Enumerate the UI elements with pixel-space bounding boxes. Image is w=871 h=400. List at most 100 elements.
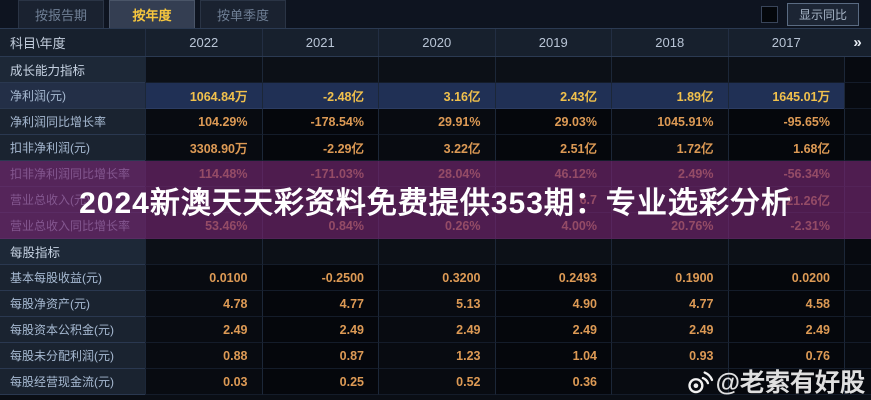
cell-value: -171.03% bbox=[261, 161, 378, 187]
cell-value: 2.49 bbox=[145, 317, 262, 343]
row-more-spacer bbox=[844, 265, 871, 291]
tab-by-year[interactable]: 按年度 bbox=[109, 0, 195, 28]
cell-value bbox=[611, 369, 728, 395]
cell-value: 4.77 bbox=[611, 291, 728, 317]
cell-value: 3.22亿 bbox=[378, 135, 495, 161]
tab-by-single-quarter[interactable]: 按单季度 bbox=[200, 0, 286, 28]
cell-value: 0.2493 bbox=[494, 265, 611, 291]
table-row[interactable]: 成长能力指标 bbox=[0, 57, 871, 83]
cell-value: 0.0100 bbox=[145, 265, 262, 291]
cell-value bbox=[727, 369, 844, 395]
row-label: 扣非净利润(元) bbox=[0, 135, 145, 161]
cell-value: 0.3200 bbox=[378, 265, 495, 291]
cell-value bbox=[378, 239, 495, 265]
cell-value: 0.76 bbox=[727, 343, 844, 369]
year-header: 2020 bbox=[378, 29, 495, 56]
cell-value: 0.87 bbox=[261, 343, 378, 369]
year-header: 2022 bbox=[145, 29, 262, 56]
cell-value: 1.23 bbox=[378, 343, 495, 369]
cell-value: -56.34% bbox=[727, 161, 844, 187]
row-more-spacer bbox=[844, 83, 871, 109]
cell-value: 2.51亿 bbox=[494, 135, 611, 161]
row-label: 成长能力指标 bbox=[0, 57, 145, 83]
table-row[interactable]: 扣非净利润(元) 3308.90万 -2.29亿 3.22亿 2.51亿 1.72亿 1.6… bbox=[0, 135, 871, 161]
show-yoy-checkbox[interactable] bbox=[760, 5, 778, 23]
cell-value: 6.7 bbox=[494, 187, 611, 213]
row-label: 每股经营现金流(元) bbox=[0, 369, 145, 395]
table-body: 成长能力指标 净利润(元) 1064.84万 -2.48亿 3.16亿 2.43亿 1.89… bbox=[0, 57, 871, 395]
cell-value: 2.49 bbox=[261, 317, 378, 343]
period-tabbar: 按报告期 按年度 按单季度 显示同比 bbox=[0, 0, 871, 28]
cell-value bbox=[494, 239, 611, 265]
cell-value: 1045.91% bbox=[611, 109, 728, 135]
table-row[interactable]: 每股指标 bbox=[0, 239, 871, 265]
cell-value: 3308.90万 bbox=[145, 135, 262, 161]
row-more-spacer bbox=[844, 343, 871, 369]
cell-value bbox=[494, 57, 611, 83]
cell-value: 0.88 bbox=[145, 343, 262, 369]
cell-value: 1.04 bbox=[494, 343, 611, 369]
row-more-spacer bbox=[844, 213, 871, 239]
cell-value: 2.49 bbox=[611, 317, 728, 343]
cell-value: 1064.84万 bbox=[145, 83, 262, 109]
cell-value: 0.0200 bbox=[727, 265, 844, 291]
header-controls: 显示同比 bbox=[760, 0, 871, 28]
cell-value: 104.29% bbox=[145, 109, 262, 135]
row-label: 每股资本公积金(元) bbox=[0, 317, 145, 343]
table-row[interactable]: 净利润(元) 1064.84万 -2.48亿 3.16亿 2.43亿 1.89亿 1645.… bbox=[0, 83, 871, 109]
row-more-spacer bbox=[844, 239, 871, 265]
cell-value: 4.00% bbox=[494, 213, 611, 239]
cell-value: 4.78 bbox=[145, 291, 262, 317]
cell-value: 29.91% bbox=[378, 109, 495, 135]
cell-value: 0.03 bbox=[145, 369, 262, 395]
cell-value: 28.04% bbox=[378, 161, 495, 187]
cell-value bbox=[261, 57, 378, 83]
cell-value: 4.77 bbox=[261, 291, 378, 317]
show-yoy-button[interactable]: 显示同比 bbox=[786, 2, 859, 26]
row-label: 净利润同比增长率 bbox=[0, 109, 145, 135]
year-header: 2021 bbox=[261, 29, 379, 56]
cell-value: 2.49 bbox=[378, 317, 495, 343]
cell-value bbox=[261, 187, 378, 213]
row-label: 净利润(元) bbox=[0, 83, 145, 109]
cell-value: 3.16亿 bbox=[378, 83, 495, 109]
row-more-spacer bbox=[844, 57, 871, 83]
table-row[interactable]: 每股资本公积金(元) 2.49 2.49 2.49 2.49 2.49 2.49 bbox=[0, 317, 871, 343]
table-row[interactable]: 每股经营现金流(元) 0.03 0.25 0.52 0.36 bbox=[0, 369, 871, 395]
cell-value: 1645.01万 bbox=[727, 83, 844, 109]
year-header: 2019 bbox=[494, 29, 612, 56]
cell-value: 114.48% bbox=[145, 161, 262, 187]
cell-value: 1.89亿 bbox=[611, 83, 728, 109]
table-header-row: 科目\年度 2022 2021 2020 2019 2018 2017 » bbox=[0, 28, 871, 57]
cell-value: -2.29亿 bbox=[261, 135, 378, 161]
table-row[interactable]: 每股未分配利润(元) 0.88 0.87 1.23 1.04 0.93 0.76 bbox=[0, 343, 871, 369]
cell-value: 1.68亿 bbox=[727, 135, 844, 161]
table-row[interactable]: 营业总收入同比增长率 53.46% 0.84% 0.26% 4.00% 20.76% -2.… bbox=[0, 213, 871, 239]
cell-value: 46.12% bbox=[494, 161, 611, 187]
cell-value: 2.49 bbox=[494, 317, 611, 343]
cell-value: 0.93 bbox=[611, 343, 728, 369]
row-label: 每股指标 bbox=[0, 239, 145, 265]
table-row[interactable]: 净利润同比增长率 104.29% -178.54% 29.91% 29.03% 1045.… bbox=[0, 109, 871, 135]
cell-value: 2.49 bbox=[727, 317, 844, 343]
table-row[interactable]: 每股净资产(元) 4.78 4.77 5.13 4.90 4.77 4.58 bbox=[0, 291, 871, 317]
row-label: 每股净资产(元) bbox=[0, 291, 145, 317]
row-more-spacer bbox=[844, 187, 871, 213]
row-label: 营业总收入(元) bbox=[0, 187, 145, 213]
cell-value: 29.03% bbox=[494, 109, 611, 135]
cell-value bbox=[145, 239, 262, 265]
cell-value bbox=[727, 239, 844, 265]
more-columns-icon[interactable]: » bbox=[853, 34, 862, 51]
tab-by-report-period[interactable]: 按报告期 bbox=[18, 0, 104, 28]
table-row[interactable]: 营业总收入(元) 6.7 21.26亿 bbox=[0, 187, 871, 213]
year-header: 2018 bbox=[611, 29, 728, 56]
cell-value: 0.26% bbox=[378, 213, 495, 239]
table-row[interactable]: 基本每股收益(元) 0.0100 -0.2500 0.3200 0.2493 0.1900… bbox=[0, 265, 871, 291]
table-row[interactable]: 扣非净利润同比增长率 114.48% -171.03% 28.04% 46.12% 2.4… bbox=[0, 161, 871, 187]
cell-value: -95.65% bbox=[727, 109, 844, 135]
cell-value: 2.49% bbox=[611, 161, 728, 187]
row-more-spacer bbox=[844, 291, 871, 317]
cell-value: 0.25 bbox=[261, 369, 378, 395]
cell-value: 53.46% bbox=[145, 213, 262, 239]
